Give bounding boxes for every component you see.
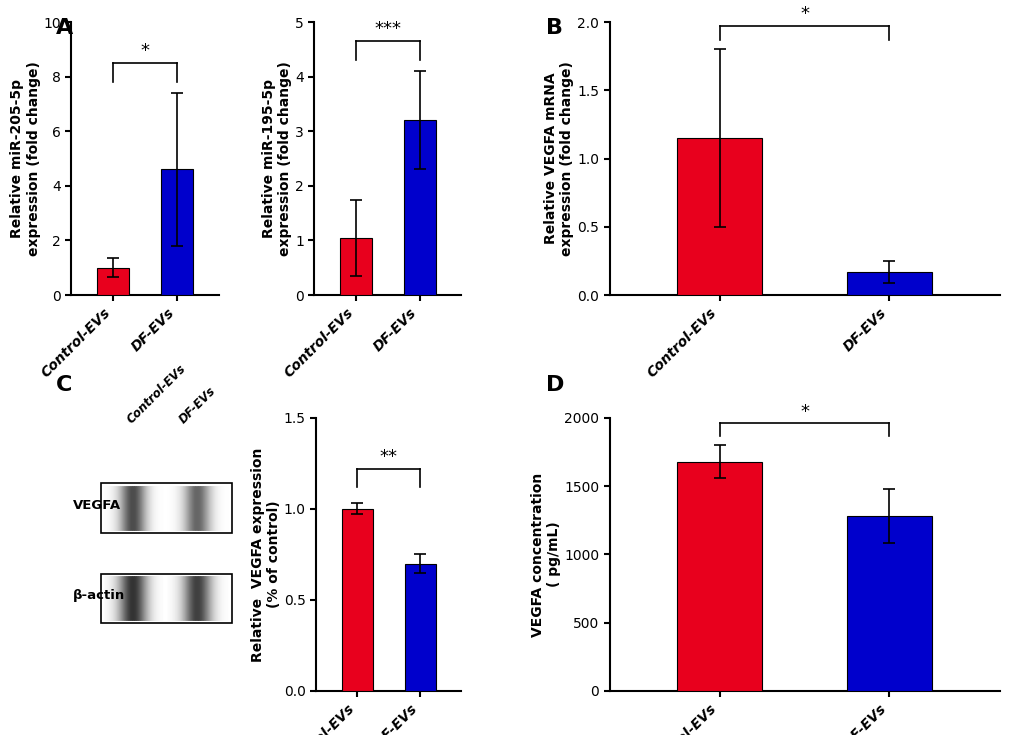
Bar	[97, 268, 128, 295]
Text: *: *	[799, 403, 808, 420]
Bar	[404, 121, 435, 295]
Bar	[101, 573, 231, 623]
Bar	[846, 272, 931, 295]
Y-axis label: Relative VEGFA mRNA
expression (fold change): Relative VEGFA mRNA expression (fold cha…	[544, 61, 574, 256]
Bar	[341, 509, 373, 691]
Y-axis label: VEGFA concentration
( pg/mL): VEGFA concentration ( pg/mL)	[531, 473, 560, 637]
Bar	[101, 484, 231, 533]
Text: B: B	[545, 18, 562, 38]
Text: **: **	[379, 448, 397, 466]
Text: DF-EVs: DF-EVs	[176, 384, 218, 426]
Bar	[846, 516, 931, 691]
Text: VEGFA: VEGFA	[73, 499, 121, 512]
Bar	[677, 462, 761, 691]
Bar	[339, 237, 372, 295]
Text: β-actin: β-actin	[73, 589, 125, 602]
Text: *: *	[141, 43, 150, 60]
Y-axis label: Relative miR-195-5p
expression (fold change): Relative miR-195-5p expression (fold cha…	[262, 61, 291, 256]
Text: C: C	[56, 375, 72, 395]
Bar	[161, 170, 193, 295]
Text: A: A	[56, 18, 73, 38]
Text: D: D	[545, 375, 564, 395]
Text: ***: ***	[374, 21, 400, 38]
Text: *: *	[799, 5, 808, 24]
Bar	[405, 564, 436, 691]
Bar	[677, 138, 761, 295]
Y-axis label: Relative  VEGFA expression
(% of control): Relative VEGFA expression (% of control)	[251, 447, 281, 662]
Y-axis label: Relative miR-205-5p
expression (fold change): Relative miR-205-5p expression (fold cha…	[10, 61, 41, 256]
Text: Control-EVs: Control-EVs	[124, 362, 189, 426]
